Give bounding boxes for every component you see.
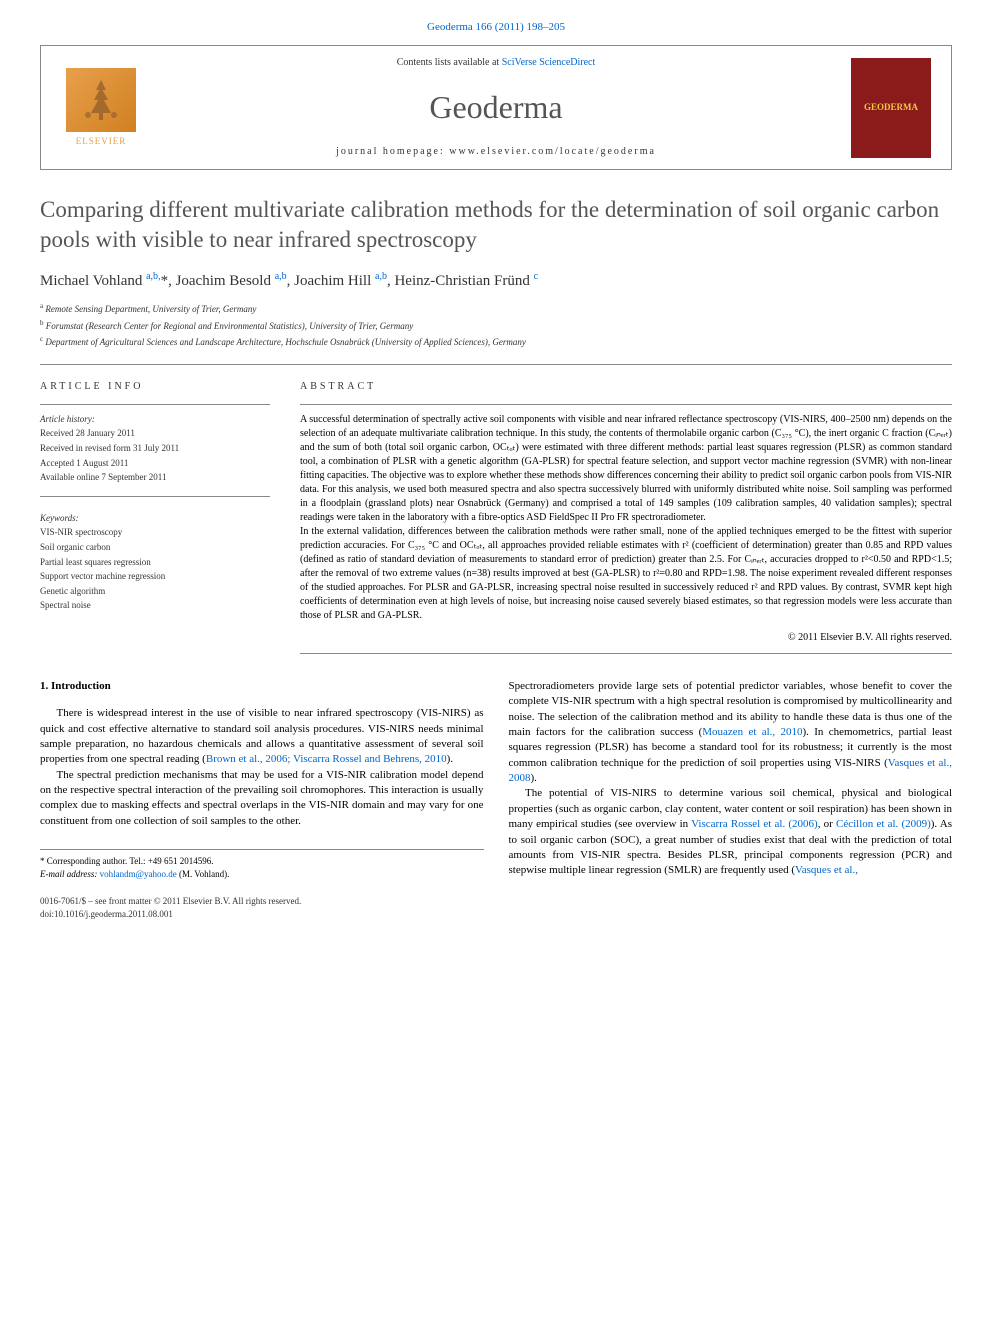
email-label: E-mail address: xyxy=(40,869,100,879)
corresponding-line: * Corresponding author. Tel.: +49 651 20… xyxy=(40,855,484,868)
history-label: Article history: xyxy=(40,413,270,426)
email-link[interactable]: vohlandm@yahoo.de xyxy=(100,869,177,879)
history-online: Available online 7 September 2011 xyxy=(40,471,270,484)
keyword-1: VIS-NIR spectroscopy xyxy=(40,526,270,539)
citation-viscarra-2006[interactable]: Viscarra Rossel et al. (2006) xyxy=(691,818,818,830)
divider xyxy=(40,364,952,365)
article-info-heading: ARTICLE INFO xyxy=(40,380,270,394)
abstract-para-1: A successful determination of spectrally… xyxy=(300,413,952,525)
section-1-heading: 1. Introduction xyxy=(40,679,484,694)
author-4: Heinz-Christian Fründ xyxy=(394,273,533,289)
email-suffix: (M. Vohland). xyxy=(177,869,230,879)
abstract-para-2: In the external validation, differences … xyxy=(300,525,952,623)
keyword-6: Spectral noise xyxy=(40,599,270,612)
contents-lists-line: Contents lists available at SciVerse Sci… xyxy=(141,56,851,70)
citation-cecillon-2009[interactable]: Cécillon et al. (2009) xyxy=(836,818,931,830)
author-4-affil: c xyxy=(534,271,538,282)
abstract-panel: ABSTRACT A successful determination of s… xyxy=(300,380,952,654)
author-3: Joachim Hill xyxy=(294,273,375,289)
author-1: Michael Vohland xyxy=(40,273,146,289)
history-revised: Received in revised form 31 July 2011 xyxy=(40,442,270,455)
author-2-affil: a,b xyxy=(275,271,287,282)
keyword-2: Soil organic carbon xyxy=(40,541,270,554)
homepage-url: www.elsevier.com/locate/geoderma xyxy=(449,146,656,157)
journal-reference: Geoderma 166 (2011) 198–205 xyxy=(40,20,952,35)
intro-para-4: The potential of VIS-NIRS to determine v… xyxy=(509,786,953,878)
affiliation-c: c Department of Agricultural Sciences an… xyxy=(40,335,952,349)
abstract-copyright: © 2011 Elsevier B.V. All rights reserved… xyxy=(300,631,952,645)
author-1-affil: a,b, xyxy=(146,271,160,282)
publisher-logo-block: ELSEVIER xyxy=(61,68,141,148)
keyword-5: Genetic algorithm xyxy=(40,585,270,598)
keyword-3: Partial least squares regression xyxy=(40,556,270,569)
abstract-heading: ABSTRACT xyxy=(300,380,952,394)
keywords-label: Keywords: xyxy=(40,512,270,525)
divider xyxy=(300,404,952,405)
issn-line: 0016-7061/$ – see front matter © 2011 El… xyxy=(40,895,484,908)
divider xyxy=(40,404,270,405)
author-2: Joachim Besold xyxy=(176,273,275,289)
body-column-left: 1. Introduction There is widespread inte… xyxy=(40,679,484,921)
elsevier-label: ELSEVIER xyxy=(76,135,127,148)
journal-title: Geoderma xyxy=(141,85,851,130)
authors-line: Michael Vohland a,b,*, Joachim Besold a,… xyxy=(40,270,952,292)
intro-para-2: The spectral prediction mechanisms that … xyxy=(40,768,484,830)
elsevier-tree-icon xyxy=(66,68,136,132)
journal-header-box: ELSEVIER Contents lists available at Sci… xyxy=(40,45,952,170)
body-two-column: 1. Introduction There is widespread inte… xyxy=(40,679,952,921)
contents-prefix: Contents lists available at xyxy=(397,57,502,68)
citation-mouazen-2010[interactable]: Mouazen et al., 2010 xyxy=(702,726,802,738)
bottom-meta: 0016-7061/$ – see front matter © 2011 El… xyxy=(40,895,484,920)
history-received: Received 28 January 2011 xyxy=(40,427,270,440)
affiliation-a: a Remote Sensing Department, University … xyxy=(40,302,952,316)
affiliation-b: b Forumstat (Research Center for Regiona… xyxy=(40,319,952,333)
corresponding-marker: * xyxy=(161,273,169,289)
doi-line: doi:10.1016/j.geoderma.2011.08.001 xyxy=(40,908,484,921)
sciencedirect-link[interactable]: SciVerse ScienceDirect xyxy=(502,57,596,68)
body-column-right: Spectroradiometers provide large sets of… xyxy=(509,679,953,921)
intro-para-3: Spectroradiometers provide large sets of… xyxy=(509,679,953,787)
homepage-prefix: journal homepage: xyxy=(336,146,449,157)
article-info-panel: ARTICLE INFO Article history: Received 2… xyxy=(40,380,270,654)
journal-cover-thumbnail: GEODERMA xyxy=(851,58,931,158)
citation-brown-2006[interactable]: Brown et al., 2006; Viscarra Rossel and … xyxy=(206,753,447,765)
journal-homepage-line: journal homepage: www.elsevier.com/locat… xyxy=(141,145,851,159)
citation-vasques-cont[interactable]: Vasques et al., xyxy=(795,864,858,876)
divider xyxy=(300,653,952,654)
keyword-4: Support vector machine regression xyxy=(40,570,270,583)
intro-para-1: There is widespread interest in the use … xyxy=(40,706,484,768)
article-title: Comparing different multivariate calibra… xyxy=(40,195,952,255)
author-3-affil: a,b xyxy=(375,271,387,282)
history-accepted: Accepted 1 August 2011 xyxy=(40,457,270,470)
corresponding-author-footer: * Corresponding author. Tel.: +49 651 20… xyxy=(40,849,484,880)
